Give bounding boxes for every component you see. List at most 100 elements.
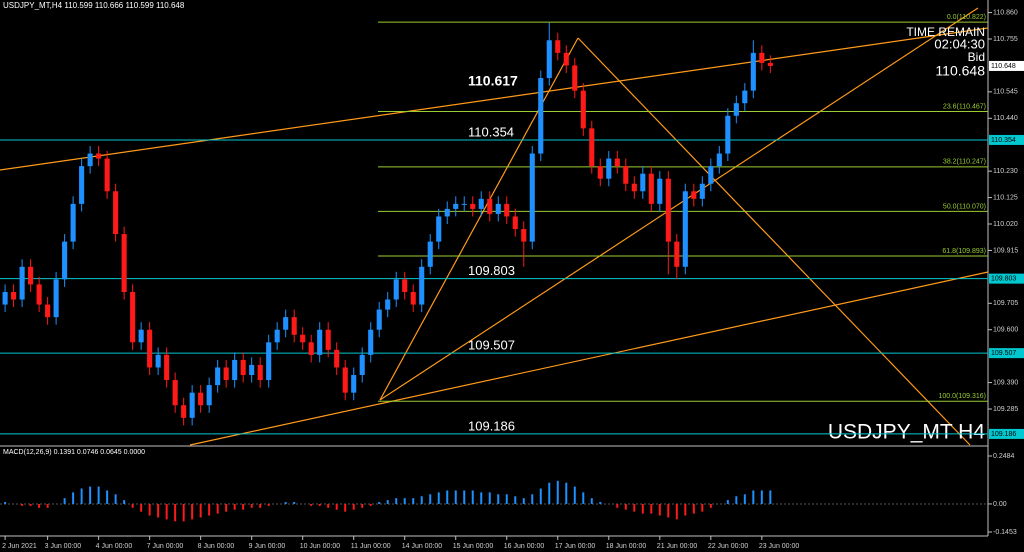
macd-bar bbox=[123, 500, 126, 504]
trend-line bbox=[379, 37, 579, 401]
macd-bar bbox=[726, 500, 729, 504]
macd-bar bbox=[463, 490, 466, 504]
x-tick-label: 9 Jun 00:00 bbox=[249, 543, 286, 550]
x-tick-label: 17 Jun 00:00 bbox=[555, 543, 596, 550]
macd-bar bbox=[29, 503, 32, 506]
candle-body bbox=[104, 158, 110, 192]
level-tag-label: 109.186 bbox=[991, 431, 1016, 438]
bid-tag-label: 110.648 bbox=[991, 63, 1016, 70]
macd-bar bbox=[565, 482, 568, 504]
symbol-info: USDJPY_MT,H4 110.599 110.666 110.599 110… bbox=[3, 1, 185, 10]
macd-bar bbox=[250, 503, 253, 508]
candle-body bbox=[291, 317, 297, 335]
candle-body bbox=[385, 299, 391, 310]
macd-bar bbox=[344, 503, 347, 512]
macd-bar bbox=[539, 488, 542, 504]
macd-bar bbox=[548, 482, 551, 504]
trend-lines bbox=[0, 7, 989, 446]
macd-bar bbox=[446, 490, 449, 504]
bid-label: Bid bbox=[968, 50, 985, 64]
candle-body bbox=[96, 153, 102, 159]
candle-body bbox=[232, 359, 238, 381]
macd-bar bbox=[182, 503, 185, 522]
macd-bar bbox=[114, 494, 117, 504]
candle-body bbox=[189, 392, 195, 418]
macd-bar bbox=[420, 496, 423, 504]
macd-bar bbox=[616, 503, 619, 508]
candle-body bbox=[342, 367, 348, 393]
macd-bar bbox=[63, 498, 66, 504]
candle-body bbox=[325, 329, 331, 350]
candle-body bbox=[257, 364, 263, 381]
macd-bar bbox=[667, 503, 670, 518]
candle-body bbox=[495, 203, 501, 214]
trend-line bbox=[577, 37, 971, 446]
candle-body bbox=[28, 266, 34, 285]
y-tick-label: 109.390 bbox=[993, 379, 1018, 386]
candle-body bbox=[410, 291, 416, 305]
x-tick-label: 18 Jun 00:00 bbox=[606, 543, 647, 550]
macd-bar bbox=[497, 494, 500, 504]
candle-body bbox=[589, 128, 595, 167]
x-tick-label: 3 Jun 00:00 bbox=[45, 543, 82, 550]
candle-body bbox=[198, 392, 204, 406]
macd-bar bbox=[488, 492, 491, 504]
candle-body bbox=[427, 241, 433, 267]
trend-line bbox=[0, 27, 989, 171]
macd-bar bbox=[556, 480, 559, 504]
candle-body bbox=[223, 367, 229, 381]
candle-body bbox=[147, 329, 153, 368]
candle-body bbox=[682, 191, 688, 267]
y-tick-label: 110.545 bbox=[993, 89, 1018, 96]
macd-bar bbox=[148, 503, 151, 516]
candle-body bbox=[164, 354, 170, 381]
macd-bar bbox=[412, 498, 415, 504]
x-tick-label: 21 Jun 00:00 bbox=[657, 543, 698, 550]
macd-bar bbox=[38, 503, 41, 508]
fib-label: 50.0(110.070) bbox=[943, 203, 986, 210]
macd-bar bbox=[72, 492, 75, 504]
level-tag bbox=[989, 134, 1024, 145]
candle-body bbox=[308, 342, 314, 355]
candle-body bbox=[359, 354, 365, 376]
candle-body bbox=[521, 229, 527, 242]
candle-body bbox=[512, 216, 518, 230]
macd-bar bbox=[684, 503, 687, 516]
level-label: 109.507 bbox=[468, 338, 515, 353]
macd-bar bbox=[327, 503, 330, 508]
candle-body bbox=[181, 405, 187, 418]
macd-bar bbox=[335, 503, 338, 510]
level-label: 109.186 bbox=[468, 418, 515, 433]
candle-body bbox=[453, 203, 459, 209]
fib-label: 23.6(110.467) bbox=[943, 103, 986, 110]
macd-title: MACD(12,26,9) 0.1391 0.0746 0.0645 0.000… bbox=[3, 449, 145, 456]
candle-body bbox=[640, 173, 646, 192]
macd-bar bbox=[760, 490, 763, 504]
x-tick-label: 7 Jun 00:00 bbox=[147, 543, 184, 550]
y-tick-label: 109.915 bbox=[993, 247, 1018, 254]
macd-bar bbox=[318, 503, 321, 506]
macd-bar bbox=[233, 503, 236, 510]
candle-body bbox=[334, 349, 340, 368]
macd-tick-label: 0.2484 bbox=[993, 453, 1015, 460]
macd-bar bbox=[208, 503, 211, 516]
macd-bar bbox=[352, 503, 355, 510]
candle-body bbox=[11, 291, 17, 300]
macd-bar bbox=[21, 503, 24, 506]
level-label: 109.803 bbox=[468, 263, 515, 278]
candle-body bbox=[597, 166, 603, 179]
candle-body bbox=[79, 166, 85, 204]
macd-bar bbox=[97, 486, 100, 504]
macd-bar bbox=[514, 496, 517, 504]
candle-body bbox=[393, 279, 399, 300]
macd-bar bbox=[454, 490, 457, 504]
candle-body bbox=[19, 266, 25, 300]
y-tick-label: 110.755 bbox=[993, 36, 1018, 43]
level-tag bbox=[989, 273, 1024, 284]
y-tick-label: 110.440 bbox=[993, 115, 1018, 122]
macd-bar bbox=[89, 486, 92, 504]
candle-body bbox=[563, 52, 569, 66]
macd-bar bbox=[225, 503, 228, 512]
candle-body bbox=[215, 367, 221, 386]
fib-label: 61.8(109.893) bbox=[942, 248, 986, 255]
